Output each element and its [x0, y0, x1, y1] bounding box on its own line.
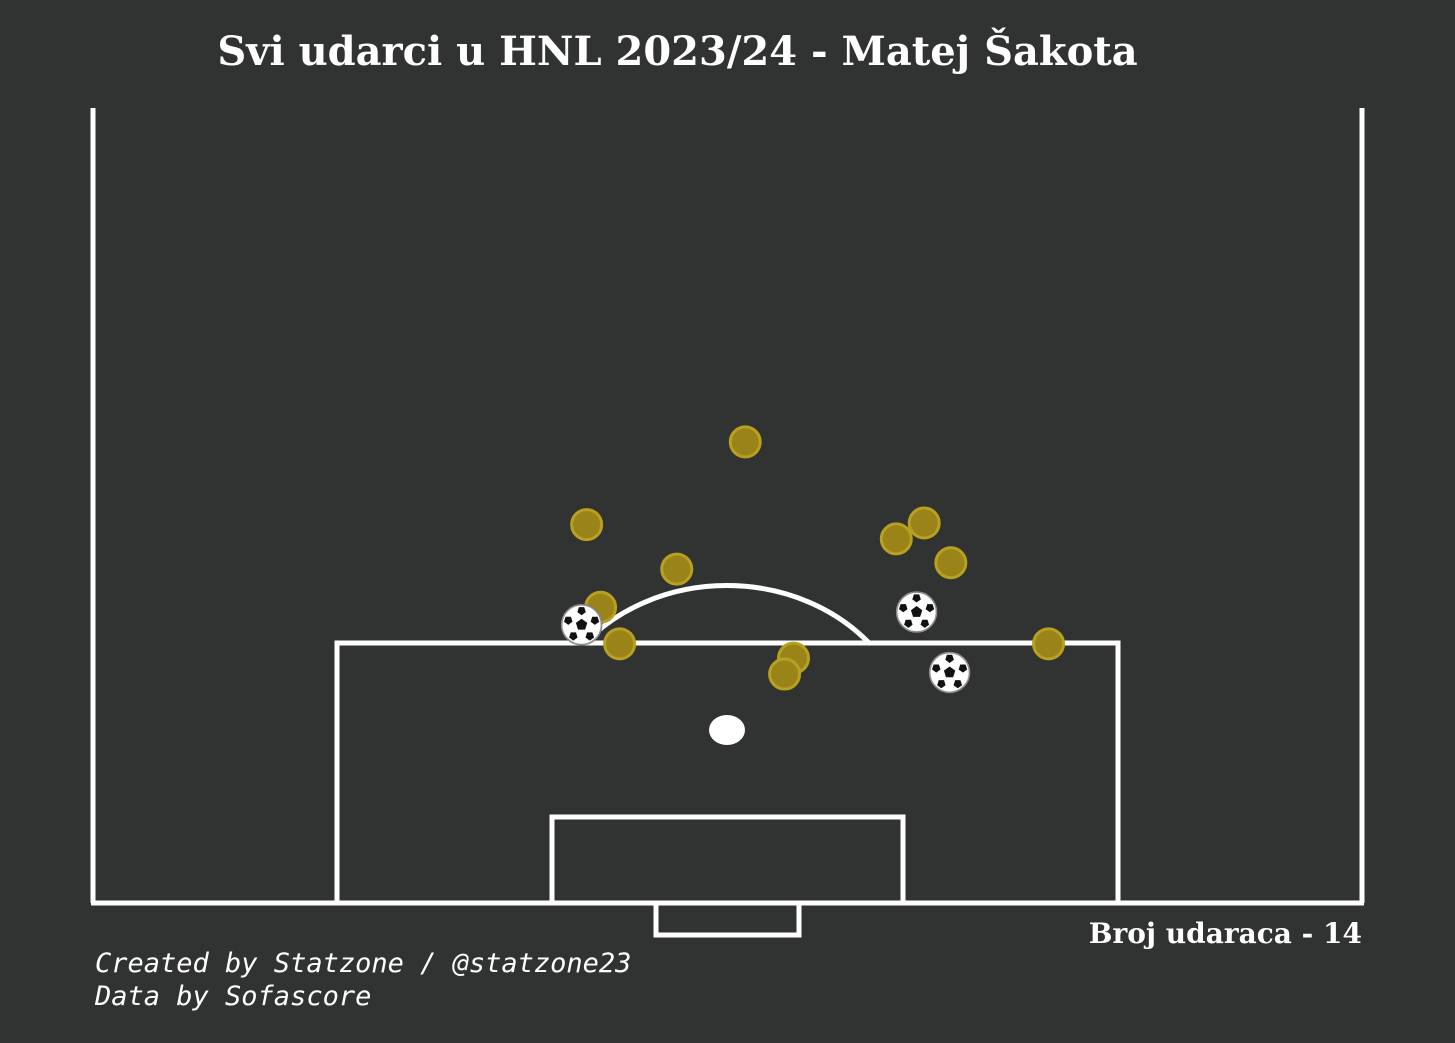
goal-frame	[653, 900, 802, 938]
six-yard-box	[549, 814, 906, 906]
shot-goal-ball-icon	[895, 591, 938, 634]
penalty-spot	[709, 715, 745, 745]
chart-title: Svi udarci u HNL 2023/24 - Matej Šakota	[217, 28, 1138, 75]
shot-point	[728, 425, 762, 459]
shot-point	[660, 552, 694, 586]
shot-point	[768, 657, 802, 691]
shot-point	[1032, 627, 1066, 661]
shot-point	[934, 546, 968, 580]
shots-layer	[560, 425, 1066, 694]
penalty-arc	[583, 583, 871, 645]
shot-goal-ball-icon	[928, 651, 971, 694]
credit-data-source: Data by Sofascore	[95, 981, 372, 1012]
penalty-area	[334, 640, 1121, 906]
credit-created-by: Created by Statzone / @statzone23	[95, 948, 632, 979]
shot-point	[879, 522, 913, 556]
shot-point	[907, 506, 941, 540]
shot-goal-ball-icon	[560, 603, 603, 646]
shot-point	[570, 508, 604, 542]
shot-count-label: Broj udaraca - 14	[1088, 917, 1362, 950]
pitch-lines	[90, 108, 1365, 938]
shot-point	[603, 627, 637, 661]
